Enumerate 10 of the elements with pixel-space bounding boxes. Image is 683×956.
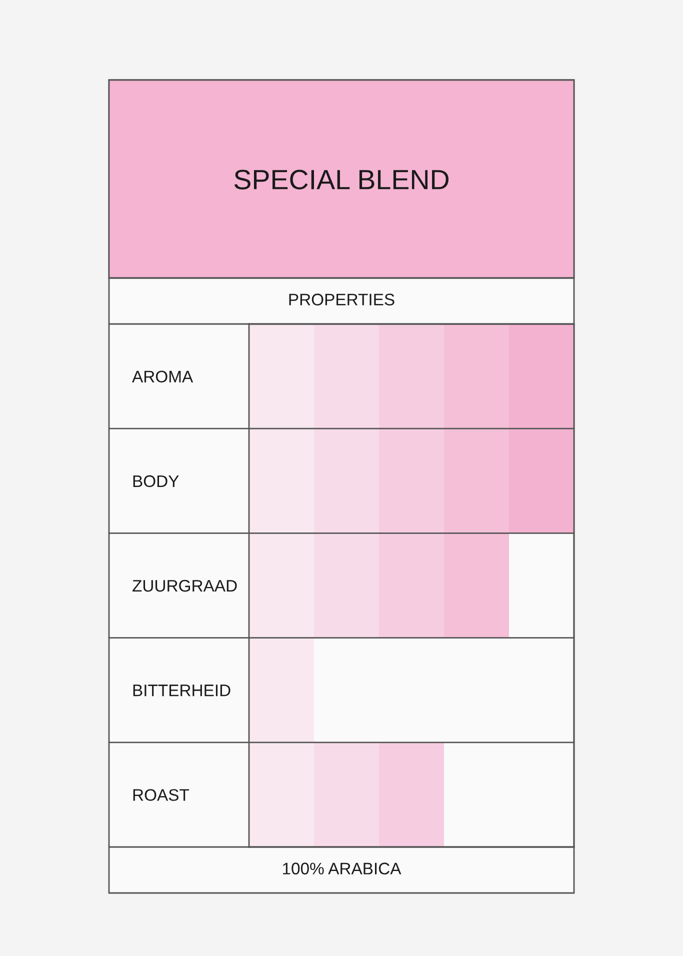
text: 100% ARABICA (283, 862, 402, 874)
chart-title: SPECIAL BLEND (234, 170, 448, 190)
chart-subtitle: PROPERTIES (289, 294, 394, 306)
y-tick-label: ZUURGRAAD (132, 580, 237, 592)
y-tick-label: BITTERHEID (133, 684, 230, 696)
y-tick-label: AROMA (132, 370, 194, 383)
bar (314, 742, 379, 847)
y-tick-label: BODY (133, 475, 179, 488)
y-tick-label: ROAST (133, 789, 190, 801)
bar (379, 742, 444, 847)
